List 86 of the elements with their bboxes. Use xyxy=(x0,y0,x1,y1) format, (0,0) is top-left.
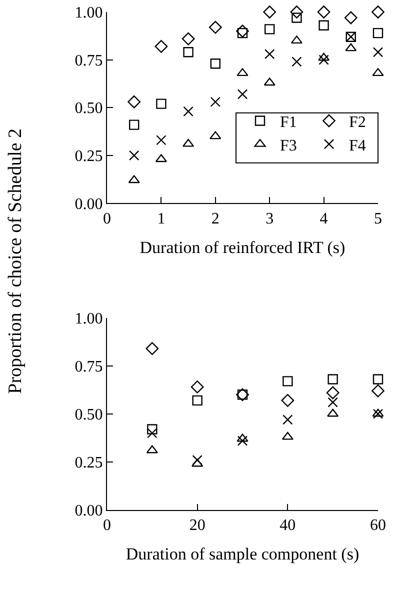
point xyxy=(129,150,140,161)
point xyxy=(154,40,168,53)
point xyxy=(192,458,204,467)
legend-label: F3 xyxy=(280,137,297,154)
point xyxy=(210,131,222,140)
point xyxy=(128,95,141,108)
point xyxy=(292,12,302,23)
point xyxy=(237,28,248,38)
y-tick-label: 0.00 xyxy=(74,196,103,213)
x-axis-title: Duration of sample component (s) xyxy=(126,544,360,564)
point xyxy=(372,6,384,18)
point xyxy=(210,58,220,69)
x-tick-label: 40 xyxy=(280,517,296,534)
x-tick-label: 20 xyxy=(189,517,206,534)
point xyxy=(282,414,293,425)
point xyxy=(236,68,248,76)
point xyxy=(326,386,340,400)
legend-label: F4 xyxy=(349,137,366,154)
point xyxy=(182,138,194,147)
legend-label: F1 xyxy=(280,114,297,131)
point xyxy=(146,342,159,355)
point xyxy=(372,408,384,417)
point xyxy=(344,11,358,24)
point xyxy=(372,408,384,419)
y-tick-label: 0.00 xyxy=(74,502,103,520)
y-tick-label: 0.50 xyxy=(74,100,103,118)
point xyxy=(281,394,294,407)
point xyxy=(236,24,249,38)
y-tick-label: 1.00 xyxy=(74,4,103,22)
x-tick-label: 60 xyxy=(370,517,386,534)
x-tick-label: 2 xyxy=(211,210,220,228)
point xyxy=(155,154,167,162)
point xyxy=(318,52,330,61)
point xyxy=(372,374,384,384)
point xyxy=(190,380,204,394)
point xyxy=(263,6,276,18)
point xyxy=(147,424,158,434)
x-tick-label: 3 xyxy=(266,210,274,228)
point xyxy=(345,43,357,52)
point xyxy=(372,384,384,398)
point xyxy=(128,175,140,184)
point xyxy=(317,6,330,18)
point xyxy=(292,56,302,67)
x-tick-label: 5 xyxy=(374,210,382,228)
point xyxy=(237,436,248,446)
point xyxy=(328,374,338,384)
point xyxy=(282,432,294,440)
x-tick-label: 0 xyxy=(103,210,111,228)
point xyxy=(372,68,384,76)
y-tick-label: 0.50 xyxy=(74,406,103,424)
point xyxy=(183,47,194,58)
y-tick-label: 0.75 xyxy=(74,52,103,70)
y-tick-label: 1.00 xyxy=(74,310,103,328)
point xyxy=(156,135,166,146)
y-tick-label: 0.25 xyxy=(74,454,103,472)
y-axis-title: Proportion of choice of Schedule 2 xyxy=(4,128,26,394)
point xyxy=(210,96,220,107)
y-tick-label: 0.75 xyxy=(74,358,103,376)
point xyxy=(192,395,202,406)
x-tick-label: 4 xyxy=(320,210,328,228)
point xyxy=(372,47,384,58)
point xyxy=(146,445,158,454)
point xyxy=(327,408,339,417)
point xyxy=(129,120,140,130)
point xyxy=(318,54,329,65)
point xyxy=(237,89,248,100)
point xyxy=(208,20,222,34)
point xyxy=(156,98,166,109)
x-tick-label: 0 xyxy=(103,517,111,534)
point xyxy=(372,28,384,38)
point xyxy=(147,428,158,438)
point xyxy=(183,106,194,117)
point xyxy=(318,20,329,30)
point xyxy=(236,434,248,442)
point xyxy=(282,376,293,386)
y-tick-label: 0.25 xyxy=(74,148,103,166)
point xyxy=(290,36,302,44)
point xyxy=(264,78,276,86)
x-tick-label: 1 xyxy=(157,210,166,228)
point xyxy=(290,6,304,18)
point xyxy=(328,397,338,408)
point xyxy=(182,32,195,46)
x-axis-title: Duration of reinforced IRT (s) xyxy=(140,238,346,257)
point xyxy=(264,24,275,34)
point xyxy=(264,48,275,60)
legend-label: F2 xyxy=(349,114,366,131)
